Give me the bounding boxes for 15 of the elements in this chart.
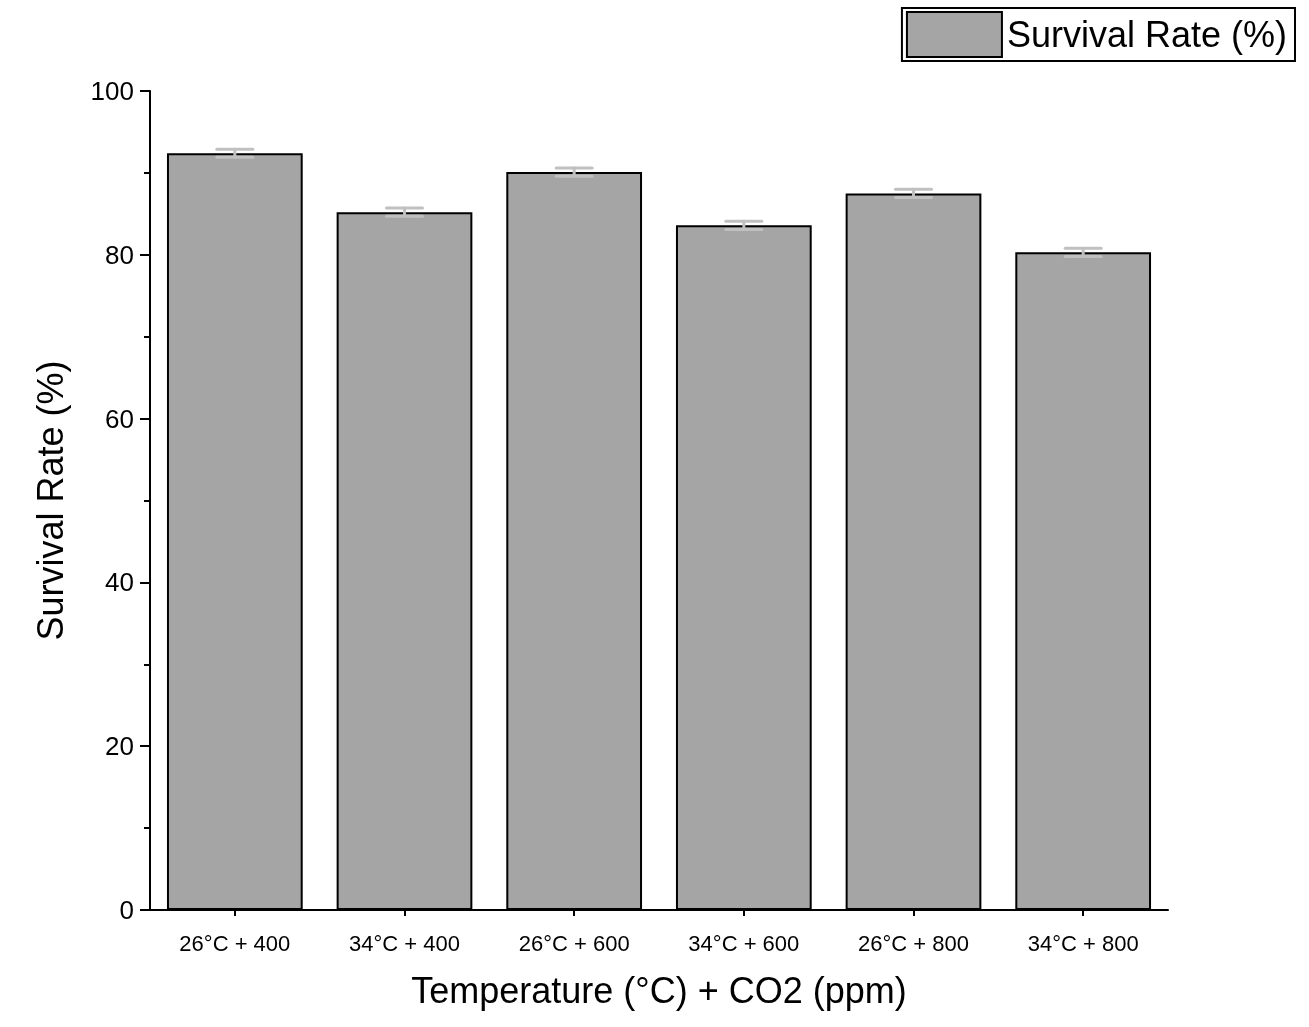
- y-axis-title: Survival Rate (%): [29, 360, 71, 641]
- x-tick-label: 26°C + 400: [179, 930, 291, 956]
- x-axis-title: Temperature (°C) + CO2 (ppm): [411, 969, 907, 1011]
- x-tick-label: 34°C + 400: [349, 930, 460, 956]
- x-tick-label: 34°C + 800: [1027, 930, 1139, 956]
- y-tick-label: 60: [105, 403, 134, 434]
- x-tick-label: 34°C + 600: [688, 930, 800, 956]
- x-tick-label: 26°C + 800: [858, 930, 969, 956]
- y-tick-label: 100: [90, 76, 134, 106]
- legend-label: Survival Rate (%): [1006, 14, 1288, 55]
- y-tick-label: 80: [105, 239, 134, 270]
- y-tick-label: 40: [105, 567, 134, 598]
- y-tick-label: 0: [119, 895, 134, 925]
- x-tick-label: 26°C + 600: [518, 930, 630, 956]
- y-tick-label: 20: [105, 731, 134, 762]
